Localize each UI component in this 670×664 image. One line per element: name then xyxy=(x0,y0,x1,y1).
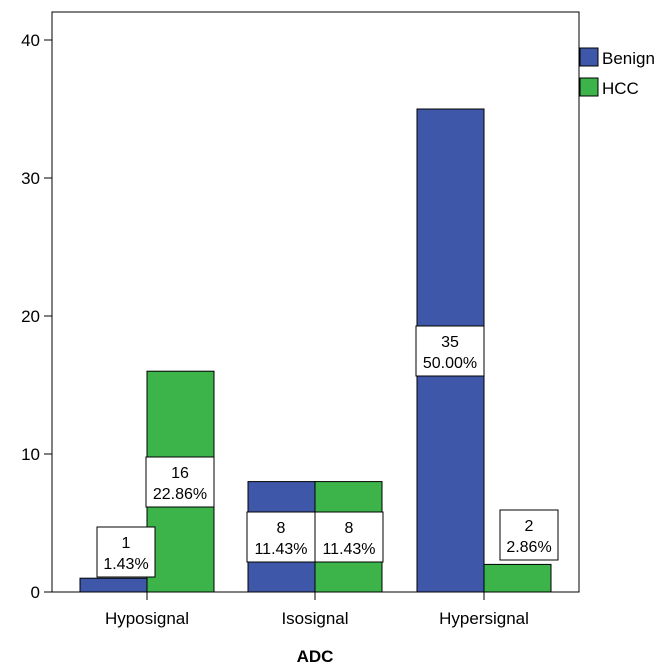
y-tick-label: 0 xyxy=(31,583,40,602)
legend: Benign HCC xyxy=(579,47,655,98)
data-label-box xyxy=(314,511,384,563)
data-label-percent: 22.86% xyxy=(153,486,207,503)
x-tick-label: Hypersignal xyxy=(439,609,529,628)
legend-swatch-benign xyxy=(579,47,599,67)
data-label-count: 8 xyxy=(345,520,354,537)
data-label-count: 16 xyxy=(171,465,189,482)
bar-benign-hyposignal xyxy=(79,577,148,593)
x-axis: Hyposignal Isosignal Hypersignal xyxy=(105,592,529,628)
data-label-count: 8 xyxy=(277,520,286,537)
x-axis-title: ADC xyxy=(297,647,334,664)
data-label-percent: 11.43% xyxy=(322,541,375,558)
data-label-percent: 2.86% xyxy=(506,539,551,556)
data-label: 16 22.86% xyxy=(145,456,215,508)
data-label: 2 2.86% xyxy=(499,509,559,561)
data-label-box xyxy=(145,456,215,508)
legend-label-benign: Benign xyxy=(602,49,655,68)
data-label: 8 11.43% xyxy=(314,511,384,563)
data-label-percent: 50.00% xyxy=(423,355,477,372)
data-label-box xyxy=(415,325,485,377)
y-tick-label: 20 xyxy=(21,307,40,326)
data-label-percent: 11.43% xyxy=(254,541,307,558)
data-label-box xyxy=(499,509,559,561)
y-tick-label: 40 xyxy=(21,31,40,50)
y-tick-label: 30 xyxy=(21,169,40,188)
x-tick-label: Hyposignal xyxy=(105,609,189,628)
legend-swatch-hcc xyxy=(579,77,599,97)
data-label-count: 2 xyxy=(525,518,534,535)
data-label: 1 1.43% xyxy=(96,526,156,578)
data-label-count: 35 xyxy=(441,334,459,351)
data-label-count: 1 xyxy=(122,535,131,552)
data-labels: 1 1.43% 8 11.43% 35 50.00% 16 22.86% 8 11.43% 2 2.8… xyxy=(96,325,559,578)
y-axis: 0 10 20 30 40 xyxy=(21,31,52,602)
data-label-box xyxy=(96,526,156,578)
bar-hcc-hypersignal xyxy=(483,563,552,593)
data-label: 8 11.43% xyxy=(246,511,316,563)
x-tick-label: Isosignal xyxy=(281,609,348,628)
y-tick-label: 10 xyxy=(21,445,40,464)
legend-label-hcc: HCC xyxy=(602,79,639,98)
data-label: 35 50.00% xyxy=(415,325,485,377)
data-label-percent: 1.43% xyxy=(103,556,148,573)
